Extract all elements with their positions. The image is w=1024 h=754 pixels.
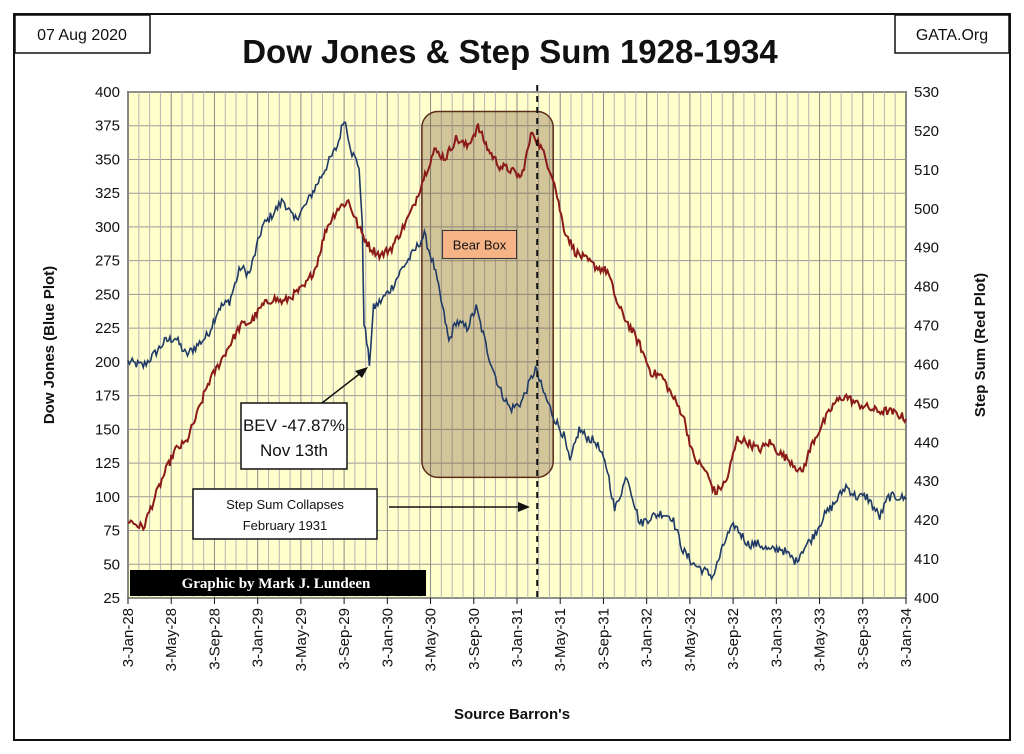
- x-tick-label: 3-Sep-31: [595, 608, 612, 670]
- x-tick-label: 3-Sep-33: [855, 608, 872, 670]
- y-right-tick-label: 500: [914, 201, 939, 218]
- series-step-sum-line: [127, 123, 907, 532]
- y-left-tick-label: 275: [95, 253, 120, 270]
- y-left-tick-label: 225: [95, 320, 120, 337]
- y-left-tick-label: 200: [95, 354, 120, 371]
- date-box: [14, 14, 151, 54]
- annotation-bev-arrowhead: [355, 367, 368, 378]
- x-tick-label: 3-Jan-33: [768, 608, 785, 667]
- y-right-tick-label: 530: [914, 84, 939, 101]
- y-right-tick-label: 520: [914, 123, 939, 140]
- x-tick-label: 3-May-28: [163, 608, 180, 671]
- annotation-bev-line-2: Nov 13th: [260, 441, 328, 460]
- source-box: [894, 14, 1010, 54]
- date-label: 07 Aug 2020: [37, 27, 127, 44]
- x-tick-label: 3-May-32: [682, 608, 699, 671]
- x-tick-label: 3-May-31: [552, 608, 569, 671]
- x-tick-label: 3-Sep-29: [336, 608, 353, 670]
- x-axis-title: Source Barron's: [454, 706, 570, 723]
- x-axis: 3-Jan-28 3-May-28 3-Sep-28 3-Jan-29 3-May-29…: [120, 598, 915, 671]
- annotation-collapse-box: [192, 488, 378, 540]
- y-right-tick-label: 490: [914, 240, 939, 257]
- y-left-tick-label: 400: [95, 84, 120, 101]
- x-tick-label: 3-Sep-30: [466, 608, 483, 670]
- x-tick-label: 3-Jan-32: [639, 608, 656, 667]
- y-right-tick-label: 480: [914, 279, 939, 296]
- chart-title: Dow Jones & Step Sum 1928-1934: [242, 33, 778, 70]
- y-right-tick-label: 460: [914, 356, 939, 373]
- x-tick-label: 3-Jan-29: [250, 608, 267, 667]
- y-left-tick-label: 125: [95, 455, 120, 472]
- annotation-bev-arrow: [321, 371, 363, 404]
- annotation-collapse: Step Sum Collapses February 1931: [192, 488, 530, 540]
- y-axis-right: 400 410 420 430 440 450 460 470 480 490 500 510 520 5…: [914, 84, 939, 607]
- y-left-tick-label: 75: [103, 523, 120, 540]
- bear-box: [421, 110, 554, 479]
- annotation-bev-box: [240, 402, 348, 470]
- annotation-bev-line-1: BEV -47.87%: [243, 416, 345, 435]
- y-right-tick-label: 450: [914, 395, 939, 412]
- x-tick-label: 3-Jan-31: [509, 608, 526, 667]
- annotation-collapse-line-2: February 1931: [243, 518, 328, 533]
- y-left-tick-label: 350: [95, 151, 120, 168]
- y-right-tick-label: 400: [914, 590, 939, 607]
- annotation-bev: BEV -47.87% Nov 13th: [240, 367, 368, 470]
- x-tick-label: 3-Jan-30: [379, 608, 396, 667]
- x-tick-label: 3-May-29: [293, 608, 310, 671]
- y-left-tick-label: 100: [95, 489, 120, 506]
- y-left-tick-label: 250: [95, 286, 120, 303]
- source-site-label: GATA.Org: [916, 27, 988, 44]
- bear-box-label-box: [442, 229, 518, 259]
- x-tick-label: 3-Sep-28: [206, 608, 223, 670]
- bear-box-label: Bear Box: [453, 237, 507, 252]
- y-right-tick-label: 420: [914, 512, 939, 529]
- y-axis-left-title: Dow Jones (Blue Plot): [41, 266, 58, 424]
- credit-label: Graphic by Mark J. Lundeen: [182, 576, 371, 592]
- series-dow-jones-line: [127, 121, 907, 582]
- annotation-collapse-line-1: Step Sum Collapses: [226, 497, 344, 512]
- y-left-tick-label: 175: [95, 388, 120, 405]
- grid: [127, 91, 907, 599]
- y-left-tick-label: 25: [103, 590, 120, 607]
- credit-box: [130, 570, 426, 596]
- annotation-collapse-arrowhead: [518, 502, 530, 512]
- x-tick-label: 3-Sep-32: [725, 608, 742, 670]
- y-left-tick-label: 375: [95, 118, 120, 135]
- x-tick-label: 3-Jan-28: [120, 608, 137, 667]
- y-left-tick-label: 325: [95, 185, 120, 202]
- y-axis-left: 25 50 75 100 125 150 175 200 225 250 275 300 325 350 3…: [95, 84, 120, 607]
- y-right-tick-label: 430: [914, 473, 939, 490]
- y-axis-right-title: Step Sum (Red Plot): [972, 273, 989, 417]
- y-right-tick-label: 440: [914, 434, 939, 451]
- x-tick-label: 3-May-30: [423, 608, 440, 671]
- x-tick-label: 3-Jan-34: [898, 608, 915, 667]
- y-left-tick-label: 150: [95, 421, 120, 438]
- y-right-tick-label: 470: [914, 318, 939, 335]
- y-right-tick-label: 510: [914, 162, 939, 179]
- x-tick-label: 3-May-33: [812, 608, 829, 671]
- figure-frame: [13, 13, 1011, 741]
- y-left-tick-label: 50: [103, 556, 120, 573]
- y-right-tick-label: 410: [914, 551, 939, 568]
- y-left-tick-label: 300: [95, 219, 120, 236]
- bear-box-group: Bear Box: [421, 110, 554, 479]
